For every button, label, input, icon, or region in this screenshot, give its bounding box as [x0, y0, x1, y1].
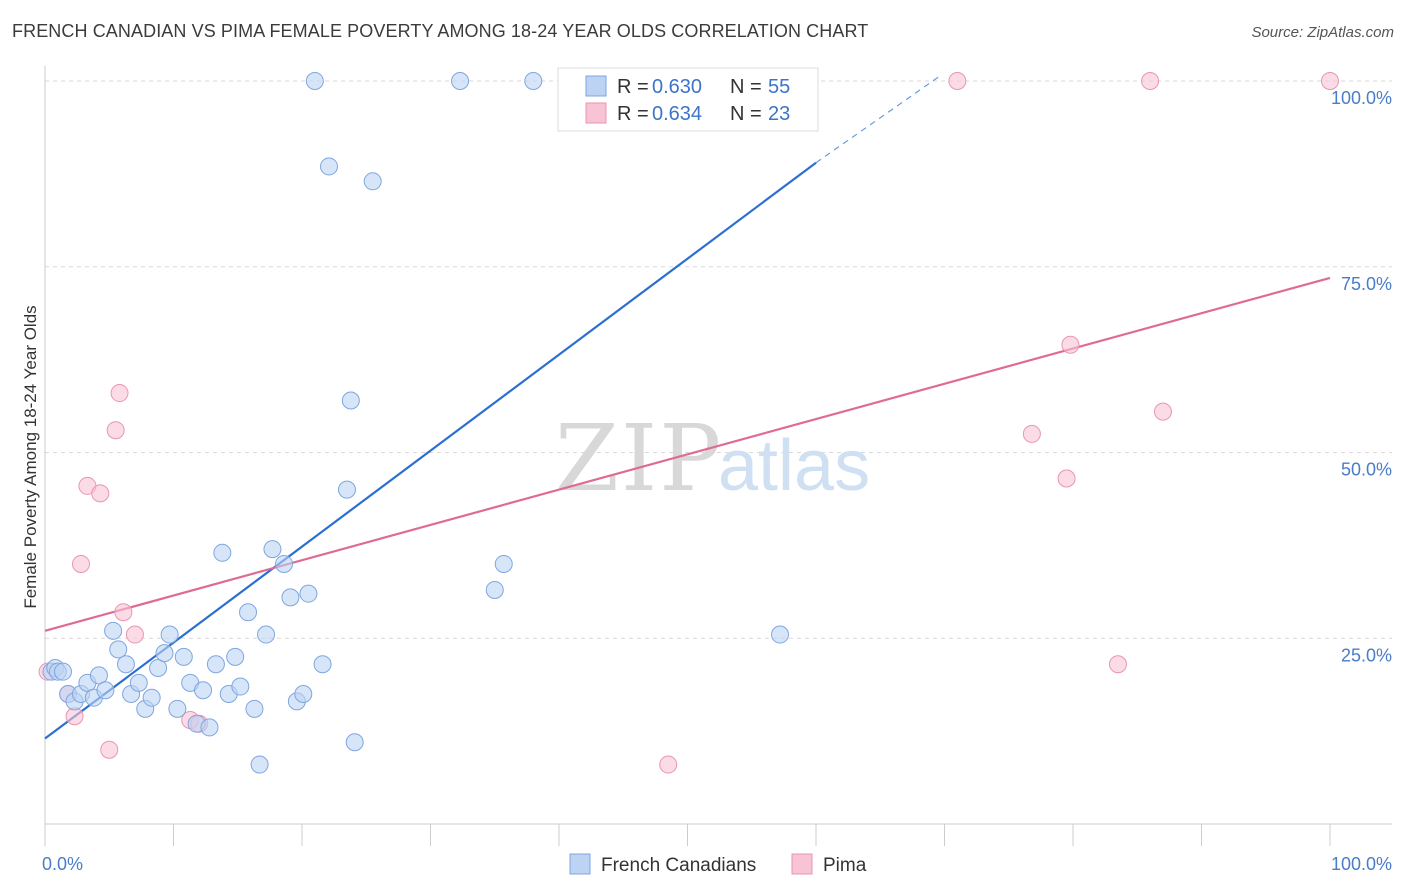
point-french-canadians	[104, 621, 123, 640]
source-credit: Source: ZipAtlas.com	[1251, 24, 1394, 41]
y-tick-label: 50.0%	[1341, 460, 1392, 480]
point-french-canadians	[174, 647, 193, 666]
point-french-canadians	[494, 554, 513, 573]
point-french-canadians	[250, 755, 269, 774]
point-pima	[100, 740, 119, 759]
point-french-canadians	[53, 662, 72, 681]
legend-r-label-2: R =	[617, 103, 649, 125]
point-pima	[1321, 72, 1339, 90]
point-pima	[106, 421, 125, 440]
trend-line-french-canadians-extension	[815, 76, 939, 164]
point-french-canadians	[341, 391, 360, 410]
point-pima	[1108, 655, 1127, 674]
point-french-canadians	[771, 625, 790, 644]
y-tick-label: 100.0%	[1331, 88, 1392, 108]
point-french-canadians	[337, 480, 356, 499]
watermark: ZIP atlas	[555, 405, 870, 512]
point-french-canadians	[263, 540, 282, 559]
point-french-canadians	[116, 655, 135, 674]
legend-r-value-1: 0.630	[652, 76, 702, 98]
bottom-legend-swatch-pink	[791, 853, 813, 875]
watermark-zip: ZIP	[555, 405, 723, 512]
point-french-canadians	[168, 699, 187, 718]
point-french-canadians	[160, 625, 179, 644]
x-tick-label: 100.0%	[1331, 854, 1392, 874]
point-french-canadians	[345, 733, 364, 752]
point-french-canadians	[142, 688, 161, 707]
point-french-canadians	[275, 554, 294, 573]
point-french-canadians	[149, 658, 168, 677]
point-french-canadians	[485, 580, 504, 599]
point-french-canadians	[281, 588, 300, 607]
trend-line-pima	[44, 276, 1331, 632]
point-french-canadians	[155, 644, 174, 663]
legend-swatch-pink	[585, 102, 607, 124]
y-tick-label: 75.0%	[1341, 274, 1392, 294]
point-french-canadians	[313, 655, 332, 674]
legend-n-value-1: 55	[768, 76, 790, 98]
bottom-legend: French Canadians Pima	[569, 853, 867, 876]
point-french-canadians	[319, 157, 338, 176]
point-french-canadians	[213, 543, 232, 562]
chart-title: FRENCH CANADIAN VS PIMA FEMALE POVERTY A…	[12, 21, 869, 41]
y-axis-label: Female Poverty Among 18-24 Year Olds	[21, 305, 40, 608]
point-french-canadians	[96, 681, 115, 700]
point-french-canadians	[294, 684, 313, 703]
point-french-canadians	[257, 625, 276, 644]
point-french-canadians	[299, 584, 318, 603]
point-pima	[71, 554, 90, 573]
point-french-canadians	[245, 699, 264, 718]
point-french-canadians	[231, 677, 250, 696]
legend: R = 0.630 N = 55 R = 0.634 N = 23	[557, 67, 819, 132]
legend-n-label-1: N =	[730, 76, 762, 98]
bottom-legend-label-pima: Pima	[823, 855, 867, 876]
point-pima	[659, 755, 678, 774]
legend-n-value-2: 23	[768, 103, 790, 125]
point-french-canadians	[524, 72, 543, 90]
bottom-legend-swatch-blue	[569, 853, 591, 875]
point-pima	[1153, 402, 1172, 421]
point-french-canadians	[89, 666, 108, 685]
point-pima	[1061, 335, 1080, 354]
point-french-canadians	[206, 655, 225, 674]
x-tick-label: 0.0%	[42, 854, 83, 874]
point-pima	[114, 603, 133, 622]
point-french-canadians	[194, 681, 213, 700]
point-pima	[1057, 469, 1076, 488]
legend-r-label-1: R =	[617, 76, 649, 98]
tick-labels: 25.0% 50.0% 75.0% 100.0% 0.0% 100.0%	[42, 88, 1392, 874]
legend-n-label-2: N =	[730, 103, 762, 125]
legend-swatch-blue	[585, 75, 607, 97]
point-pima	[91, 484, 110, 503]
point-french-canadians	[226, 647, 245, 666]
point-french-canadians	[200, 718, 219, 737]
point-french-canadians	[363, 172, 382, 191]
point-pima	[1141, 72, 1160, 90]
point-pima	[125, 625, 144, 644]
point-french-canadians	[129, 673, 148, 692]
point-french-canadians	[239, 603, 258, 622]
point-pima	[110, 384, 129, 403]
point-french-canadians	[109, 640, 128, 659]
point-french-canadians	[451, 72, 470, 90]
bottom-legend-label-french-canadians: French Canadians	[601, 855, 756, 876]
point-french-canadians	[305, 72, 324, 90]
grid-lines	[45, 80, 1392, 639]
legend-r-value-2: 0.634	[652, 103, 702, 125]
y-tick-label: 25.0%	[1341, 645, 1392, 665]
point-pima	[948, 72, 967, 90]
watermark-atlas: atlas	[718, 426, 870, 506]
point-pima	[1022, 424, 1041, 443]
axes	[44, 66, 1392, 846]
